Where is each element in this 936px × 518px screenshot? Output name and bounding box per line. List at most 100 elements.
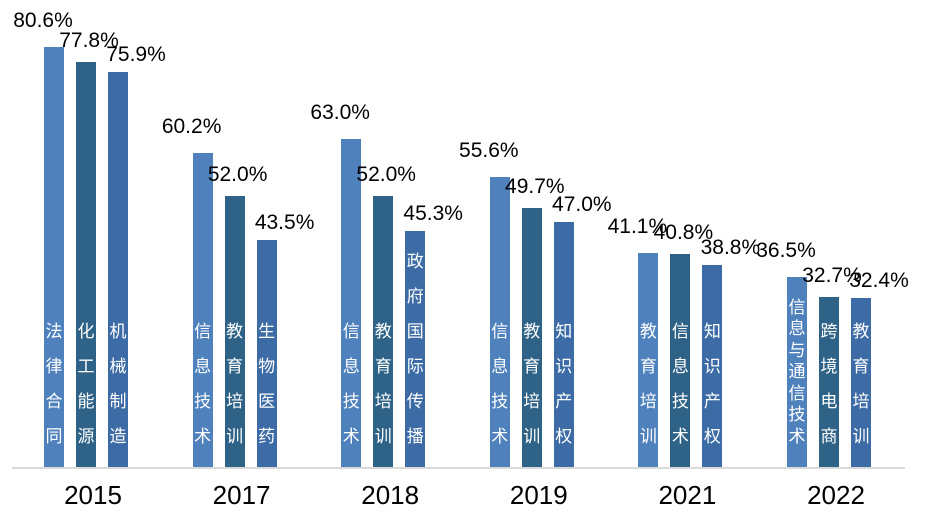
bar-label-char: 育: [226, 356, 244, 376]
bar-category-label: 教育培训: [853, 323, 870, 467]
bar-label-char: 息: [342, 356, 360, 376]
bar-label-char: 国: [406, 321, 424, 341]
bar-label-char: 训: [226, 426, 244, 446]
bar-label-char: 术: [342, 426, 360, 446]
bar-label-char: 培: [639, 391, 657, 411]
data-label-2022-3: 32.4%: [849, 269, 909, 293]
bar-label-char: 术: [491, 426, 509, 446]
bar-label-char: 合: [45, 391, 63, 411]
data-label-2019-3: 47.0%: [552, 193, 612, 217]
bar-label-char: 教: [523, 321, 541, 341]
bar-label-char: 产: [555, 391, 573, 411]
bar-label-char: 训: [852, 426, 870, 446]
bar-label-char: 生: [258, 321, 276, 341]
bar-label-char: 识: [703, 356, 721, 376]
bar-category-label: 信息技术: [491, 323, 508, 467]
bar-label-char: 教: [852, 321, 870, 341]
bar-2015-1: 法律合同: [44, 47, 64, 467]
bar-label-char: 信: [788, 297, 806, 317]
bar-label-char: 传: [406, 391, 424, 411]
bar-category-label: 信息技术: [672, 323, 689, 467]
bar-label-char: 术: [671, 426, 689, 446]
bar-label-char: 培: [852, 391, 870, 411]
bar-label-char: 教: [374, 321, 392, 341]
bar-label-char: 息: [491, 356, 509, 376]
data-label-2017-2: 52.0%: [207, 163, 268, 187]
bar-label-char: 技: [342, 391, 360, 411]
bar-label-char: 信: [788, 383, 806, 403]
bar-label-char: 训: [523, 426, 541, 446]
bar-label-char: 法: [45, 321, 63, 341]
data-label-2022-2: 32.7%: [802, 263, 862, 287]
bar-2021-3: 知识产权: [702, 264, 723, 467]
bar-label-char: 技: [788, 405, 806, 425]
bar-label-char: 制: [109, 391, 127, 411]
bar-label-char: 通: [788, 362, 806, 382]
bar-label-char: 育: [374, 356, 392, 376]
x-axis-label-2018: 2018: [361, 480, 420, 510]
bar-label-char: 医: [258, 391, 276, 411]
bar-category-label: 信息技术: [194, 323, 211, 467]
bar-category-label: 信息技术: [343, 323, 360, 467]
bar-category-label: 教育培训: [523, 323, 540, 467]
bar-label-char: 律: [45, 356, 63, 376]
bar-label-char: 药: [258, 426, 276, 446]
bar-label-char: 械: [109, 356, 127, 376]
bar-label-char: 源: [77, 426, 95, 446]
bar-label-char: 际: [406, 356, 424, 376]
bar-label-char: 息: [194, 356, 212, 376]
bar-label-char: 术: [194, 426, 212, 446]
x-axis-line: [12, 467, 905, 469]
bar-2018-3: 政府国际传播: [405, 230, 426, 467]
data-label-2018-3: 45.3%: [403, 201, 463, 225]
bar-label-char: 物: [258, 356, 276, 376]
bar-category-label: 知识产权: [555, 323, 572, 467]
data-label-2015-2: 77.8%: [59, 28, 119, 52]
bar-label-char: 息: [671, 356, 689, 376]
bar-label-char: 术: [788, 426, 806, 446]
bar-label-char: 权: [555, 426, 573, 446]
x-axis-label-2015: 2015: [64, 480, 122, 510]
bar-2022-3: 教育培训: [851, 298, 871, 467]
bar-label-char: 培: [226, 391, 244, 411]
bar-2019-2: 教育培训: [521, 208, 542, 467]
bar-label-char: 识: [555, 356, 573, 376]
bar-label-char: 产: [703, 391, 721, 411]
bar-label-char: 造: [109, 426, 127, 446]
data-label-2021-1: 41.1%: [607, 214, 668, 238]
bar-label-char: 训: [374, 426, 392, 446]
bar-label-char: 信: [342, 321, 360, 341]
data-label-2018-1: 63.0%: [310, 100, 370, 124]
bar-2022-1: 信息与通信技术: [787, 276, 807, 467]
bar-label-char: 信: [671, 321, 689, 341]
bar-label-char: 培: [374, 391, 392, 411]
bar-category-label: 化工能源: [78, 323, 95, 467]
bar-2021-2: 信息技术: [670, 254, 691, 467]
bar-label-char: 教: [639, 321, 657, 341]
bar-label-char: 技: [671, 391, 689, 411]
bar-category-label: 教育培训: [375, 323, 392, 467]
bar-label-char: 育: [852, 356, 870, 376]
bar-label-char: 化: [77, 321, 95, 341]
bar-label-char: 知: [703, 321, 721, 341]
bar-label-char: 技: [491, 391, 509, 411]
data-label-2021-2: 40.8%: [653, 221, 714, 245]
bar-category-label: 机械制造: [110, 323, 127, 467]
bar-label-char: 政: [406, 251, 424, 271]
bar-2018-2: 教育培训: [373, 196, 394, 467]
bar-category-label: 政府国际传播: [407, 253, 424, 467]
bar-label-char: 能: [77, 391, 95, 411]
bar-label-char: 机: [109, 321, 127, 341]
bar-2019-3: 知识产权: [553, 222, 574, 467]
bar-label-char: 与: [788, 340, 806, 360]
bar-2022-2: 跨境电商: [819, 296, 839, 467]
x-axis-label-2017: 2017: [212, 480, 271, 510]
bar-2015-3: 机械制造: [108, 71, 128, 467]
bar-label-char: 商: [820, 426, 838, 446]
bar-label-char: 府: [406, 286, 424, 306]
data-label-2022-1: 36.5%: [756, 238, 816, 262]
x-axis-label-2021: 2021: [658, 480, 717, 510]
x-axis-label-2022: 2022: [807, 480, 865, 510]
bar-2017-3: 生物医药: [256, 240, 277, 467]
data-label-2017-1: 60.2%: [161, 115, 222, 139]
